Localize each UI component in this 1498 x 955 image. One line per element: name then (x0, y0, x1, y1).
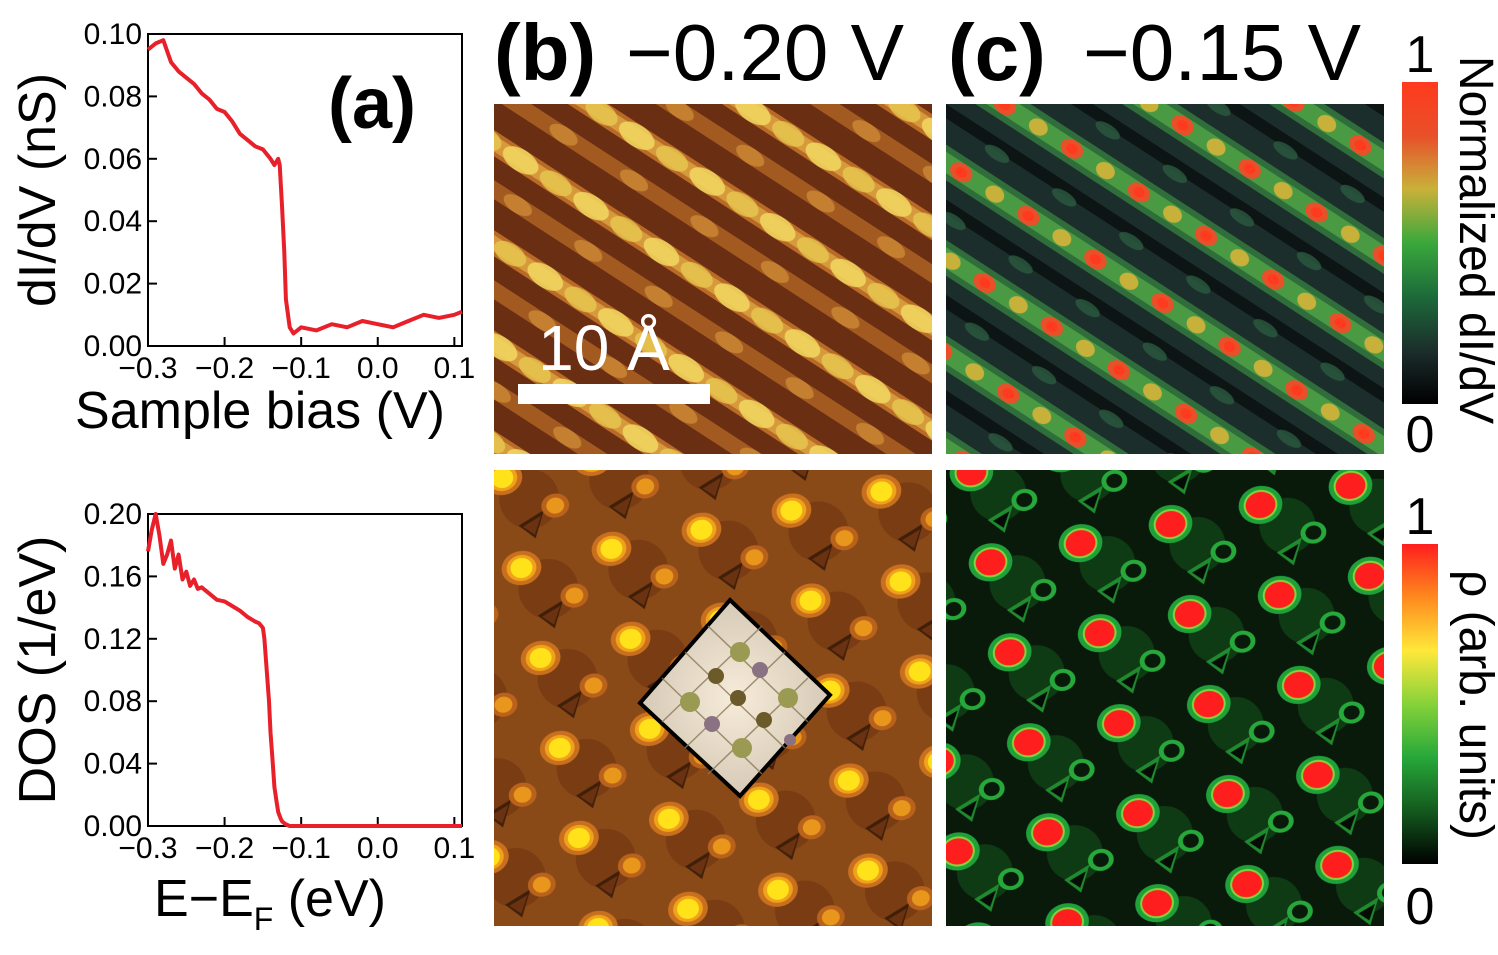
atom-se (680, 692, 700, 712)
y-tick-label: 0.04 (84, 748, 142, 781)
atom-te (752, 662, 768, 678)
simulated-density-image (946, 470, 1384, 926)
panel-c-bias: −0.15 V (1083, 8, 1362, 97)
atom-se (732, 738, 752, 758)
plot-didv: −0.3 −0.2 −0.1 0.0 0.1 0.000.020.040.060.080… (9, 18, 475, 440)
y-ticks: 0.00 0.02 0.04 0.06 0.08 0.10 (84, 18, 157, 363)
y-tick-label: 0.00 (84, 330, 142, 363)
didv-map-image (946, 104, 1384, 454)
dos-series-line (146, 512, 462, 828)
x-axis-label-main: E−E (154, 870, 254, 928)
atomic-model-inset (637, 597, 833, 799)
atom-fe (756, 712, 772, 728)
atom-fe (730, 690, 746, 706)
colorbar-bottom-max: 1 (1406, 488, 1435, 546)
y-tick-label: 0.06 (84, 143, 142, 176)
y-tick-label: 0.08 (84, 80, 142, 113)
x-tick-label: 0.0 (357, 832, 399, 865)
plot-dos: −0.3 −0.2 −0.1 0.0 0.1 0.000.040.080.120.160… (9, 498, 475, 937)
colorbar-top-min: 0 (1406, 406, 1435, 464)
y-tick-label: 0.16 (84, 560, 142, 593)
scale-bar: 10 Å (518, 312, 710, 404)
panel-a-label: (a) (328, 64, 416, 144)
x-axis-label-sub: F (254, 901, 274, 937)
y-tick-label: 0.02 (84, 268, 142, 301)
colorbar-top-label: Normalized dI/dV (1449, 56, 1498, 424)
colorbar-top-gradient (1402, 82, 1438, 404)
y-tick-label: 0.04 (84, 205, 142, 238)
x-tick-label: −0.1 (272, 352, 331, 385)
colorbar-bottom: 1 0 ρ (arb. units) (1402, 488, 1498, 936)
x-tick-label: −0.2 (195, 832, 254, 865)
x-axis-label-tail: (eV) (273, 870, 386, 928)
atom-se (730, 642, 750, 662)
atom-fe (708, 668, 724, 684)
scale-bar-line (518, 384, 710, 404)
panel-b-bias: −0.20 V (626, 8, 905, 97)
x-ticks: −0.3 −0.2 −0.1 0.0 0.1 (118, 817, 475, 865)
x-tick-label: 0.0 (357, 352, 399, 385)
colorbar-bottom-gradient (1402, 544, 1438, 864)
plot-frame (147, 33, 463, 347)
colorbar-bottom-min: 0 (1406, 878, 1435, 936)
x-tick-label: 0.1 (433, 832, 475, 865)
plot-frame (147, 513, 463, 827)
y-axis-label: dI/dV (nS) (9, 73, 67, 307)
x-ticks: −0.3 −0.2 −0.1 0.0 0.1 (118, 337, 475, 385)
x-tick-label: −0.1 (272, 832, 331, 865)
x-axis-label: Sample bias (V) (75, 382, 445, 440)
x-tick-label: 0.1 (433, 352, 475, 385)
colorbar-top-max: 1 (1406, 26, 1435, 84)
y-tick-label: 0.08 (84, 685, 142, 718)
colorbar-bottom-label: ρ (arb. units) (1449, 570, 1498, 840)
y-tick-label: 0.20 (84, 498, 142, 531)
x-axis-label: E−EF (eV) (154, 870, 386, 937)
panel-b-label: (b) (494, 8, 596, 97)
didv-series-line (146, 38, 463, 336)
panel-b-title: (b) −0.20 V (494, 8, 905, 97)
x-tick-label: −0.3 (118, 832, 177, 865)
x-tick-label: −0.3 (118, 352, 177, 385)
y-tick-label: 0.12 (84, 623, 142, 656)
scale-bar-label: 10 Å (538, 312, 670, 384)
atom-te (704, 716, 720, 732)
y-ticks: 0.00 0.04 0.08 0.12 0.16 0.20 (84, 498, 157, 843)
panel-c-title: (c) −0.15 V (948, 8, 1362, 97)
colorbar-top: 1 0 Normalized dI/dV (1402, 26, 1498, 464)
y-tick-label: 0.00 (84, 810, 142, 843)
atom-se (778, 688, 798, 708)
y-tick-label: 0.10 (84, 18, 142, 51)
x-tick-label: −0.2 (195, 352, 254, 385)
y-axis-label: DOS (1/eV) (9, 536, 67, 805)
panel-c-label: (c) (948, 8, 1046, 97)
atom-te (784, 734, 796, 746)
